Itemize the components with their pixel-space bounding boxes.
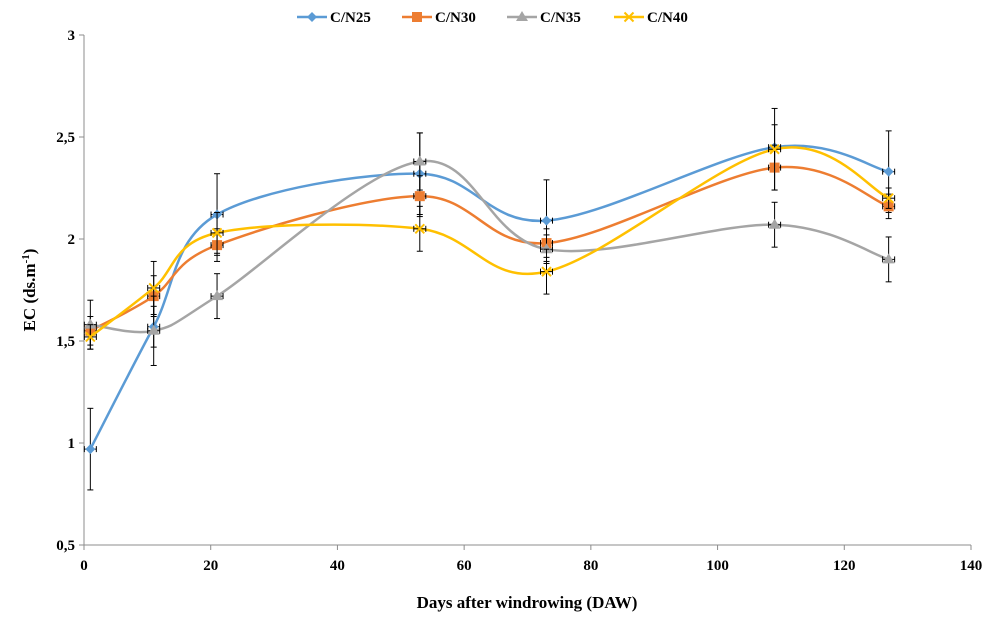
y-axis-title-close: ) (20, 249, 39, 255)
series-3 (83, 107, 896, 350)
y-tick-label: 2,5 (56, 130, 75, 146)
y-axis-title-superscript: -1 (20, 254, 32, 263)
legend-item-1: C/N30 (402, 10, 476, 26)
data-point (540, 243, 553, 254)
data-point (414, 191, 425, 202)
marker-stroke (541, 266, 552, 277)
legend-label: C/N25 (330, 10, 371, 26)
data-point (85, 331, 96, 343)
x-tick-label: 140 (960, 558, 983, 574)
marker-stroke (148, 282, 159, 294)
data-point (414, 223, 425, 235)
legend-item-2: C/N35 (507, 10, 581, 26)
data-point (541, 215, 552, 226)
series-line (90, 159, 890, 334)
marker-stroke (883, 192, 894, 204)
x-tick-label: 20 (203, 558, 218, 574)
axes (79, 34, 972, 550)
y-tick-label: 3 (68, 28, 76, 44)
data-point (211, 290, 224, 301)
legend-label: C/N35 (540, 10, 581, 26)
x-tick-label: 100 (706, 558, 729, 574)
marker-stroke (414, 223, 425, 235)
y-axis-title: EC (ds.m-1) (20, 249, 39, 332)
data-point (769, 144, 780, 155)
tick-labels: 0,5 1 1,5 2 2,5 3 0 20 40 60 80 100 120 140 (56, 28, 982, 574)
series-line (89, 146, 890, 338)
series-line (89, 165, 890, 332)
marker-stroke (623, 11, 635, 23)
marker-stroke (769, 144, 780, 155)
marker-stroke (211, 227, 223, 239)
x-tick-label: 80 (583, 558, 598, 574)
y-tick-label: 2 (68, 232, 76, 248)
data-point (883, 192, 894, 204)
x-tick-label: 120 (833, 558, 856, 574)
legend-marker (516, 11, 528, 21)
data-point (148, 282, 159, 294)
data-point (211, 227, 223, 239)
legend-item-0: C/N25 (297, 10, 371, 26)
series-0 (83, 124, 896, 491)
x-tick-label: 0 (80, 558, 88, 574)
data-point (413, 155, 426, 166)
plot-area (83, 107, 896, 491)
x-tick-label: 40 (330, 558, 345, 574)
legend-marker (623, 11, 635, 23)
legend-item-3: C/N40 (614, 10, 688, 26)
y-tick-label: 0,5 (56, 538, 75, 554)
data-point (85, 444, 96, 455)
x-tick-label: 60 (457, 558, 472, 574)
y-axis-title-main: EC (ds.m (20, 263, 39, 331)
legend-label: C/N30 (435, 10, 476, 26)
marker-stroke (85, 331, 96, 343)
data-point (84, 318, 97, 329)
data-point (768, 218, 781, 229)
legend-marker (412, 12, 422, 22)
series-line (89, 144, 889, 450)
legend-label: C/N40 (647, 10, 688, 26)
data-point (882, 253, 895, 264)
data-point (147, 324, 160, 335)
legend: C/N25 C/N30 C/N35 C/N40 (297, 10, 688, 26)
x-axis-title: Days after windrowing (DAW) (417, 593, 638, 612)
series-1 (83, 144, 896, 346)
y-tick-label: 1,5 (56, 334, 75, 350)
data-point (883, 166, 894, 177)
y-tick-label: 1 (68, 436, 76, 452)
legend-marker (307, 12, 317, 22)
data-point (541, 266, 552, 277)
